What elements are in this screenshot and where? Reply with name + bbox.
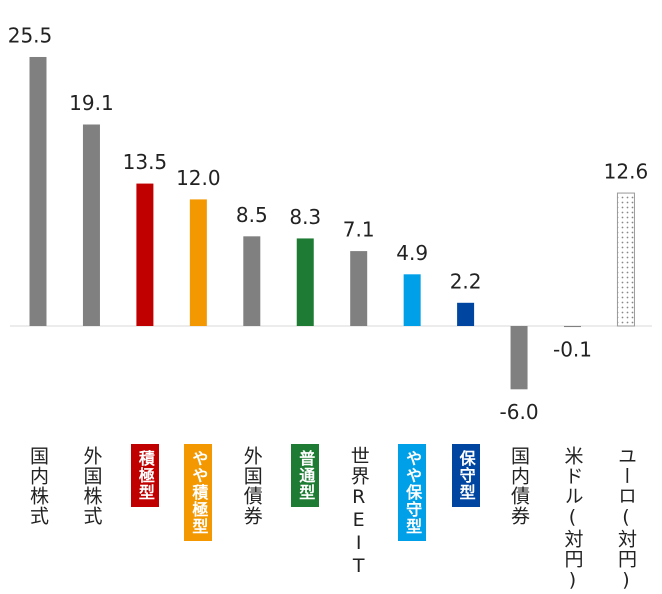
- value-label: -0.1: [553, 338, 592, 362]
- category-label: 外国債券: [240, 446, 263, 526]
- bar: [82, 124, 100, 327]
- value-label: 19.1: [69, 91, 114, 115]
- category-label: 国内債券: [508, 446, 531, 526]
- category-label: ユーロ(対円): [614, 446, 637, 592]
- value-label: 8.5: [236, 203, 268, 227]
- bar: [350, 251, 368, 326]
- bar: [189, 199, 207, 326]
- category-label: 国内株式: [27, 446, 49, 526]
- value-label: 8.3: [289, 205, 321, 229]
- category-label: やや保守型: [398, 444, 427, 541]
- value-label: 12.6: [604, 160, 649, 184]
- category-label: 積極型: [130, 444, 159, 507]
- bar: [29, 56, 47, 326]
- value-label: 12.0: [176, 166, 221, 190]
- value-label: 25.5: [8, 23, 53, 47]
- category-label: 米ドル(対円): [561, 446, 584, 592]
- value-label: 13.5: [123, 150, 168, 174]
- bar: [136, 183, 154, 326]
- category-label: 保守型: [451, 444, 480, 507]
- category-label: 外国株式: [80, 446, 103, 526]
- category-label: 普通型: [291, 444, 320, 507]
- category-label: 世界REIT: [347, 446, 370, 578]
- bar: [616, 192, 635, 327]
- bar: [403, 274, 421, 326]
- bar: [296, 238, 314, 326]
- value-label: -6.0: [500, 400, 539, 424]
- category-label: やや積極型: [184, 444, 213, 541]
- bar: [510, 326, 528, 390]
- bar: [243, 236, 261, 326]
- value-label: 7.1: [343, 218, 375, 242]
- value-label: 2.2: [450, 269, 482, 293]
- bar: [564, 326, 581, 328]
- bar: [457, 302, 475, 326]
- value-label: 4.9: [396, 241, 428, 265]
